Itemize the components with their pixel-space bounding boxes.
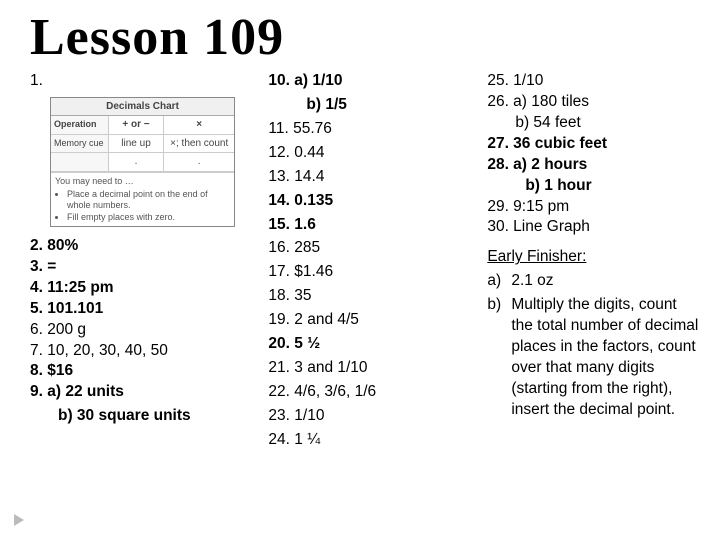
column-1: 1. Decimals Chart Operation + or − × Mem… (30, 71, 254, 451)
chart-h0: Operation (51, 116, 109, 135)
col2-item-6: 15. 1.6 (268, 215, 473, 236)
col2-item-10: 19. 2 and 4/5 (268, 310, 473, 331)
col3-item-4: 28. a) 2 hours (487, 155, 702, 176)
chart-row-1: Memory cue line up ×; then count (51, 135, 234, 154)
column-3: 25. 1/1026. a) 180 tilesb) 54 feet27. 36… (487, 71, 702, 451)
chart-notes: You may need to … Place a decimal point … (51, 172, 234, 226)
chart-r2c1: . (109, 153, 165, 172)
col3-item-6: 29. 9:15 pm (487, 197, 702, 218)
chart-h1: + or − (109, 116, 165, 135)
chart-r2c2: . (164, 153, 234, 172)
col2-item-9: 18. 35 (268, 286, 473, 307)
answer-columns: 1. Decimals Chart Operation + or − × Mem… (30, 71, 702, 451)
chart-r1c1: line up (109, 135, 165, 154)
col2-item-5: 14. 0.135 (268, 191, 473, 212)
chart-h2: × (164, 116, 234, 135)
col2-item-8: 17. $1.46 (268, 262, 473, 283)
col3-items: 25. 1/1026. a) 180 tilesb) 54 feet27. 36… (487, 71, 702, 238)
lesson-title: Lesson 109 (30, 8, 702, 67)
col1-item-2: 4. 11:25 pm (30, 278, 254, 299)
col2-item-1: b) 1/5 (268, 95, 473, 116)
col1-item-0: 2. 80% (30, 236, 254, 257)
col3-item-3: 27. 36 cubic feet (487, 134, 702, 155)
col3-item-5: b) 1 hour (487, 176, 702, 197)
col1-item-6: 8. $16 (30, 361, 254, 382)
col2-item-15: 24. 1 ¼ (268, 430, 473, 451)
ef-b: b) Multiply the digits, count the total … (487, 295, 702, 421)
col3-item-7: 30. Line Graph (487, 217, 702, 238)
ef-a-text: 2.1 oz (511, 271, 702, 292)
chart-notes-label: You may need to … (55, 176, 230, 187)
chart-header-row: Operation + or − × (51, 116, 234, 135)
ef-a: a) 2.1 oz (487, 271, 702, 292)
col2-item-11: 20. 5 ½ (268, 334, 473, 355)
chart-note-0: Place a decimal point on the end of whol… (67, 189, 230, 212)
chart-r2c0 (51, 153, 109, 172)
col1-item-3: 5. 101.101 (30, 299, 254, 320)
early-finisher-title: Early Finisher: (487, 247, 702, 268)
col3-item-0: 25. 1/10 (487, 71, 702, 92)
col2-item-3: 12. 0.44 (268, 143, 473, 164)
item-9b: b) 30 square units (30, 406, 254, 427)
chart-r1c2: ×; then count (164, 135, 234, 154)
col3-item-1: 26. a) 180 tiles (487, 92, 702, 113)
col1-item-7: 9. a) 22 units (30, 382, 254, 403)
column-2: 10. a) 1/10 b) 1/5 11. 55.76 12. 0.44 13. 14… (268, 71, 473, 451)
col2-item-2: 11. 55.76 (268, 119, 473, 140)
slide-arrow-icon (14, 514, 24, 526)
ef-a-label: a) (487, 271, 505, 292)
col3-item-2: b) 54 feet (487, 113, 702, 134)
chart-row-2: . . (51, 153, 234, 172)
col2-item-0: 10. a) 1/10 (268, 71, 473, 92)
col2-item-7: 16. 285 (268, 238, 473, 259)
col2-item-13: 22. 4/6, 3/6, 1/6 (268, 382, 473, 403)
col2-item-12: 21. 3 and 1/10 (268, 358, 473, 379)
decimals-chart: Decimals Chart Operation + or − × Memory… (50, 97, 235, 227)
item-1-number: 1. (30, 71, 254, 92)
col1-items: 2. 80%3. =4. 11:25 pm5. 101.1016. 200 g7… (30, 236, 254, 403)
col1-item-4: 6. 200 g (30, 320, 254, 341)
chart-title: Decimals Chart (51, 98, 234, 117)
col1-item-5: 7. 10, 20, 30, 40, 50 (30, 341, 254, 362)
col1-item-1: 3. = (30, 257, 254, 278)
chart-note-1: Fill empty places with zero. (67, 212, 230, 223)
chart-r1c0: Memory cue (51, 135, 109, 154)
ef-b-label: b) (487, 295, 505, 421)
ef-b-text: Multiply the digits, count the total num… (511, 295, 702, 421)
col2-item-4: 13. 14.4 (268, 167, 473, 188)
col2-item-14: 23. 1/10 (268, 406, 473, 427)
